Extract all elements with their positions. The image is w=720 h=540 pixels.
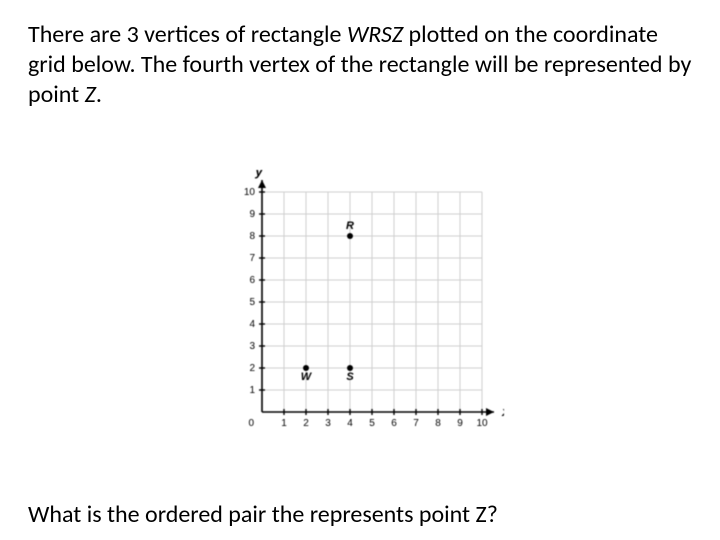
- y-tick-label: 2: [249, 363, 255, 374]
- x-tick-label: 7: [413, 418, 419, 429]
- y-tick-label: 9: [249, 209, 255, 220]
- point-label: S: [346, 371, 354, 383]
- y-axis-label: y: [254, 170, 263, 179]
- x-tick-label: 5: [369, 418, 375, 429]
- question-text-1: What is the ordered pair the represents …: [28, 500, 476, 529]
- point-z-name: Z: [85, 80, 96, 109]
- x-tick-label: 10: [476, 418, 488, 429]
- x-tick-label: 6: [391, 418, 397, 429]
- y-tick-label: 1: [249, 385, 255, 396]
- y-axis-arrow: [258, 180, 266, 188]
- plotted-point: [347, 233, 353, 239]
- y-tick-label: 8: [249, 231, 255, 242]
- y-tick-label: 10: [244, 187, 256, 198]
- y-tick-label: 7: [249, 253, 255, 264]
- x-axis-arrow: [486, 408, 494, 416]
- page-root: There are 3 vertices of rectangle WRSZ p…: [0, 0, 720, 540]
- y-tick-label: 6: [249, 275, 255, 286]
- figure-container: 1 1 2 2 3 3 4 4 5 5 6 6 7 7 8 8 9 9 10 10 0 x y R W S: [28, 122, 692, 490]
- y-tick-label: 5: [249, 297, 255, 308]
- rectangle-name: WRSZ: [347, 20, 403, 49]
- x-tick-label: 8: [435, 418, 441, 429]
- coordinate-grid: 1 1 2 2 3 3 4 4 5 5 6 6 7 7 8 8 9 9 10 10 0 x y R W S: [216, 170, 504, 442]
- origin-label: 0: [248, 418, 254, 429]
- x-tick-label: 9: [457, 418, 463, 429]
- intro-text-1: There are 3 vertices of rectangle: [28, 20, 347, 49]
- intro-text-3: .: [96, 80, 102, 109]
- x-tick-label: 1: [281, 418, 287, 429]
- problem-statement: There are 3 vertices of rectangle WRSZ p…: [28, 20, 692, 110]
- y-tick-label: 4: [249, 319, 255, 330]
- x-tick-label: 2: [303, 418, 309, 429]
- question-point-z: Z?: [476, 500, 498, 529]
- y-tick-label: 3: [249, 341, 255, 352]
- question-statement: What is the ordered pair the represents …: [28, 500, 692, 530]
- point-label: R: [346, 220, 354, 232]
- x-tick-label: 4: [347, 418, 353, 429]
- x-axis-label: x: [501, 404, 504, 419]
- point-label: W: [301, 371, 313, 383]
- x-tick-label: 3: [325, 418, 331, 429]
